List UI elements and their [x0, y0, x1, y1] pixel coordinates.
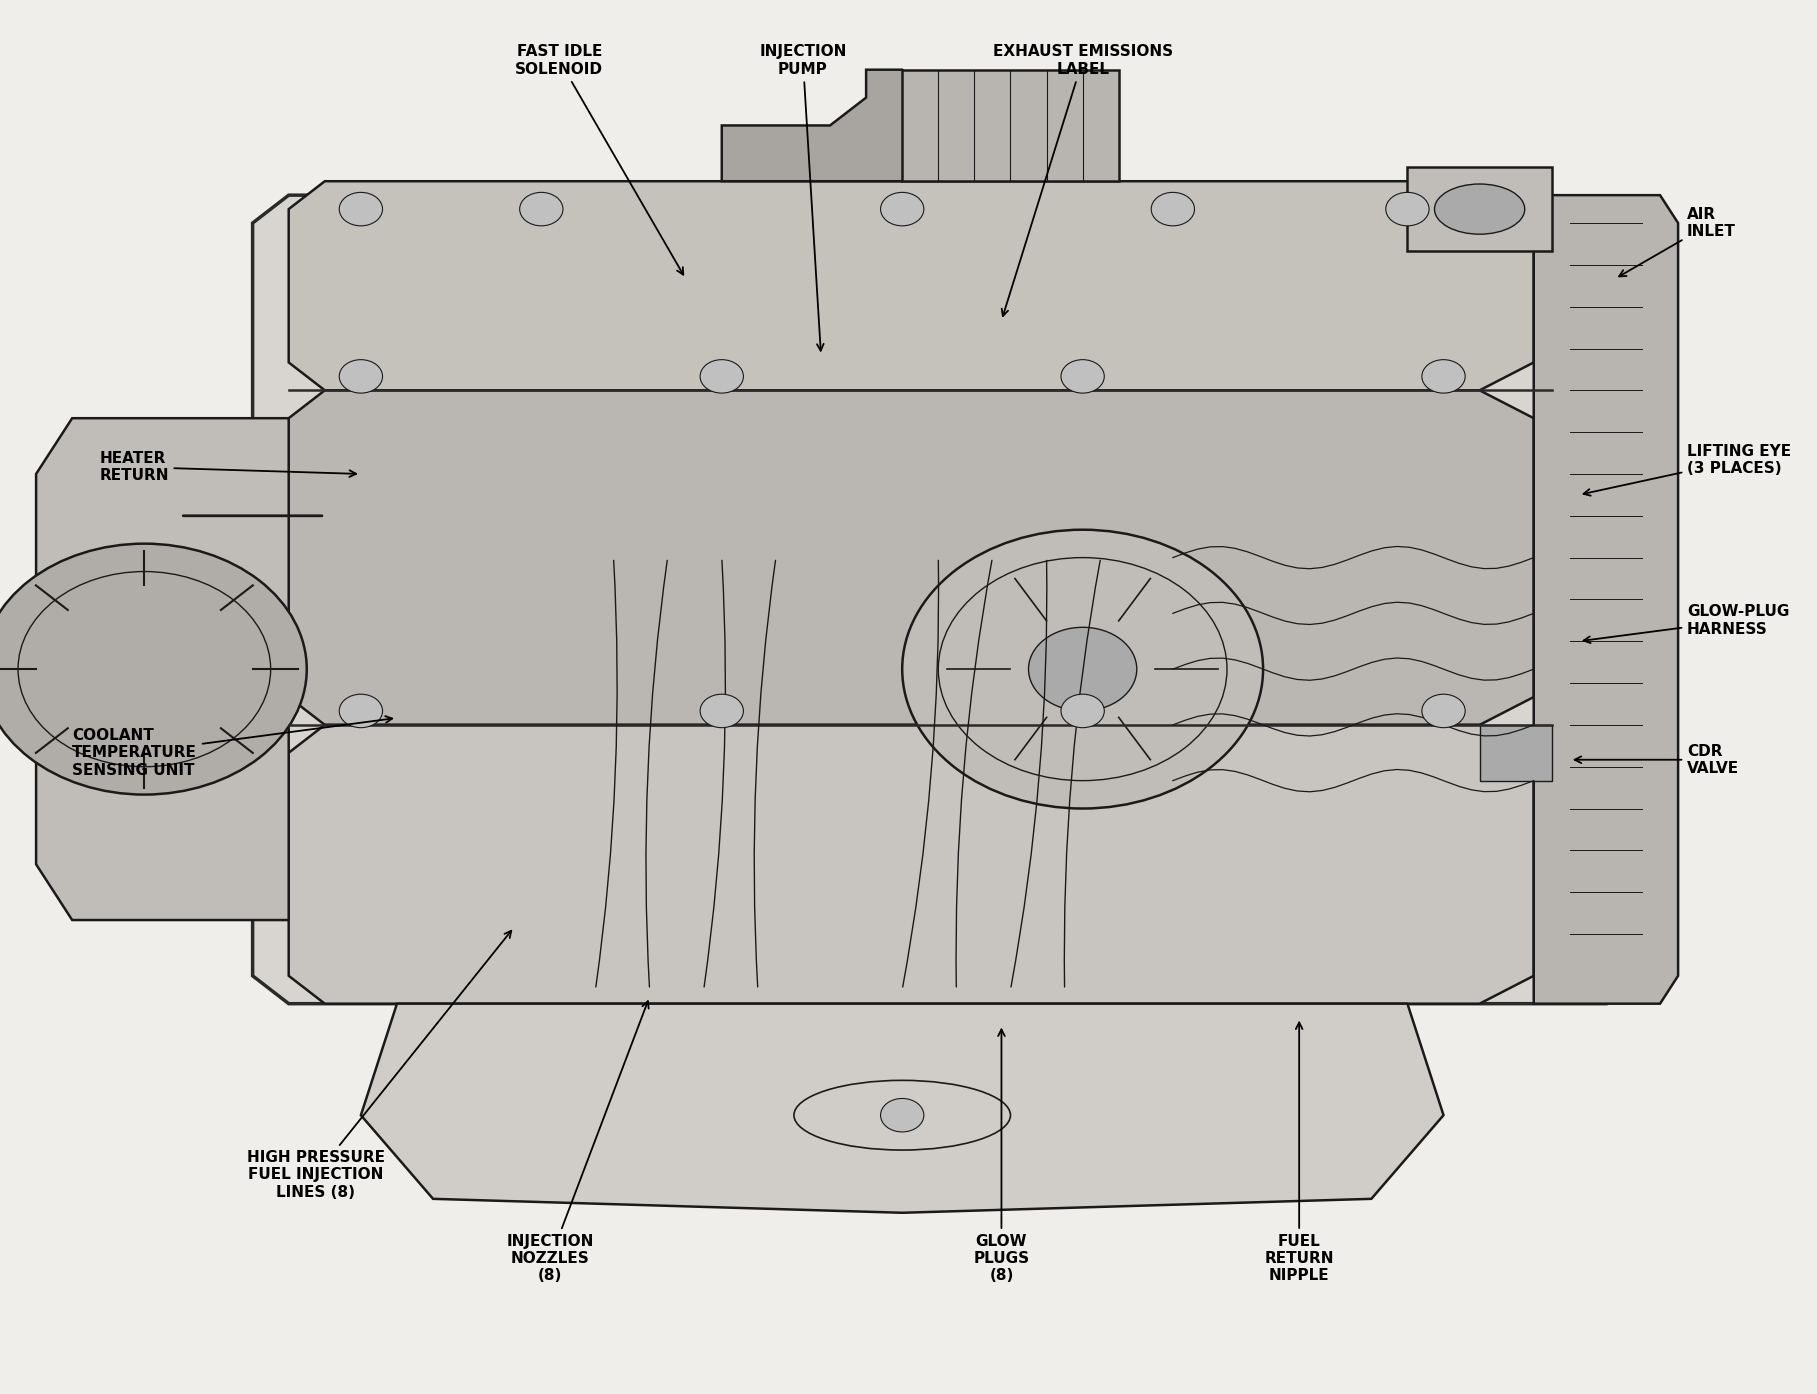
Text: HIGH PRESSURE
FUEL INJECTION
LINES (8): HIGH PRESSURE FUEL INJECTION LINES (8): [247, 931, 511, 1200]
Text: LIFTING EYE
(3 PLACES): LIFTING EYE (3 PLACES): [1584, 443, 1792, 496]
Circle shape: [881, 192, 923, 226]
Text: INJECTION
NOZZLES
(8): INJECTION NOZZLES (8): [507, 1001, 649, 1284]
Polygon shape: [289, 181, 1534, 390]
Text: EXHAUST EMISSIONS
LABEL: EXHAUST EMISSIONS LABEL: [992, 45, 1172, 316]
Polygon shape: [1534, 195, 1679, 1004]
Text: AIR
INLET: AIR INLET: [1619, 206, 1735, 276]
Circle shape: [1423, 360, 1465, 393]
Text: GLOW
PLUGS
(8): GLOW PLUGS (8): [974, 1029, 1030, 1284]
Text: FUEL
RETURN
NIPPLE: FUEL RETURN NIPPLE: [1265, 1022, 1334, 1284]
Circle shape: [1061, 694, 1105, 728]
Text: CDR
VALVE: CDR VALVE: [1575, 743, 1739, 776]
Circle shape: [700, 360, 743, 393]
Text: INJECTION
PUMP: INJECTION PUMP: [760, 45, 847, 351]
Text: FAST IDLE
SOLENOID: FAST IDLE SOLENOID: [516, 45, 683, 275]
Circle shape: [520, 192, 563, 226]
Bar: [903, 70, 1119, 181]
Polygon shape: [36, 418, 289, 920]
Circle shape: [1423, 694, 1465, 728]
Circle shape: [340, 360, 383, 393]
Text: GLOW-PLUG
HARNESS: GLOW-PLUG HARNESS: [1584, 604, 1790, 643]
Circle shape: [0, 544, 307, 795]
Circle shape: [881, 1098, 923, 1132]
Circle shape: [1386, 192, 1430, 226]
Circle shape: [1061, 360, 1105, 393]
Circle shape: [340, 694, 383, 728]
Polygon shape: [289, 390, 1534, 725]
Text: COOLANT
TEMPERATURE
SENSING UNIT: COOLANT TEMPERATURE SENSING UNIT: [73, 717, 392, 778]
Polygon shape: [253, 195, 1606, 1004]
Polygon shape: [289, 725, 1534, 1004]
Circle shape: [1028, 627, 1137, 711]
Bar: [1479, 725, 1552, 781]
Bar: [1408, 167, 1552, 251]
Circle shape: [700, 694, 743, 728]
Text: HEATER
RETURN: HEATER RETURN: [100, 450, 356, 484]
Circle shape: [1152, 192, 1194, 226]
Polygon shape: [721, 70, 938, 181]
Circle shape: [340, 192, 383, 226]
Polygon shape: [362, 1004, 1443, 1213]
Ellipse shape: [1434, 184, 1524, 234]
Circle shape: [903, 530, 1263, 809]
